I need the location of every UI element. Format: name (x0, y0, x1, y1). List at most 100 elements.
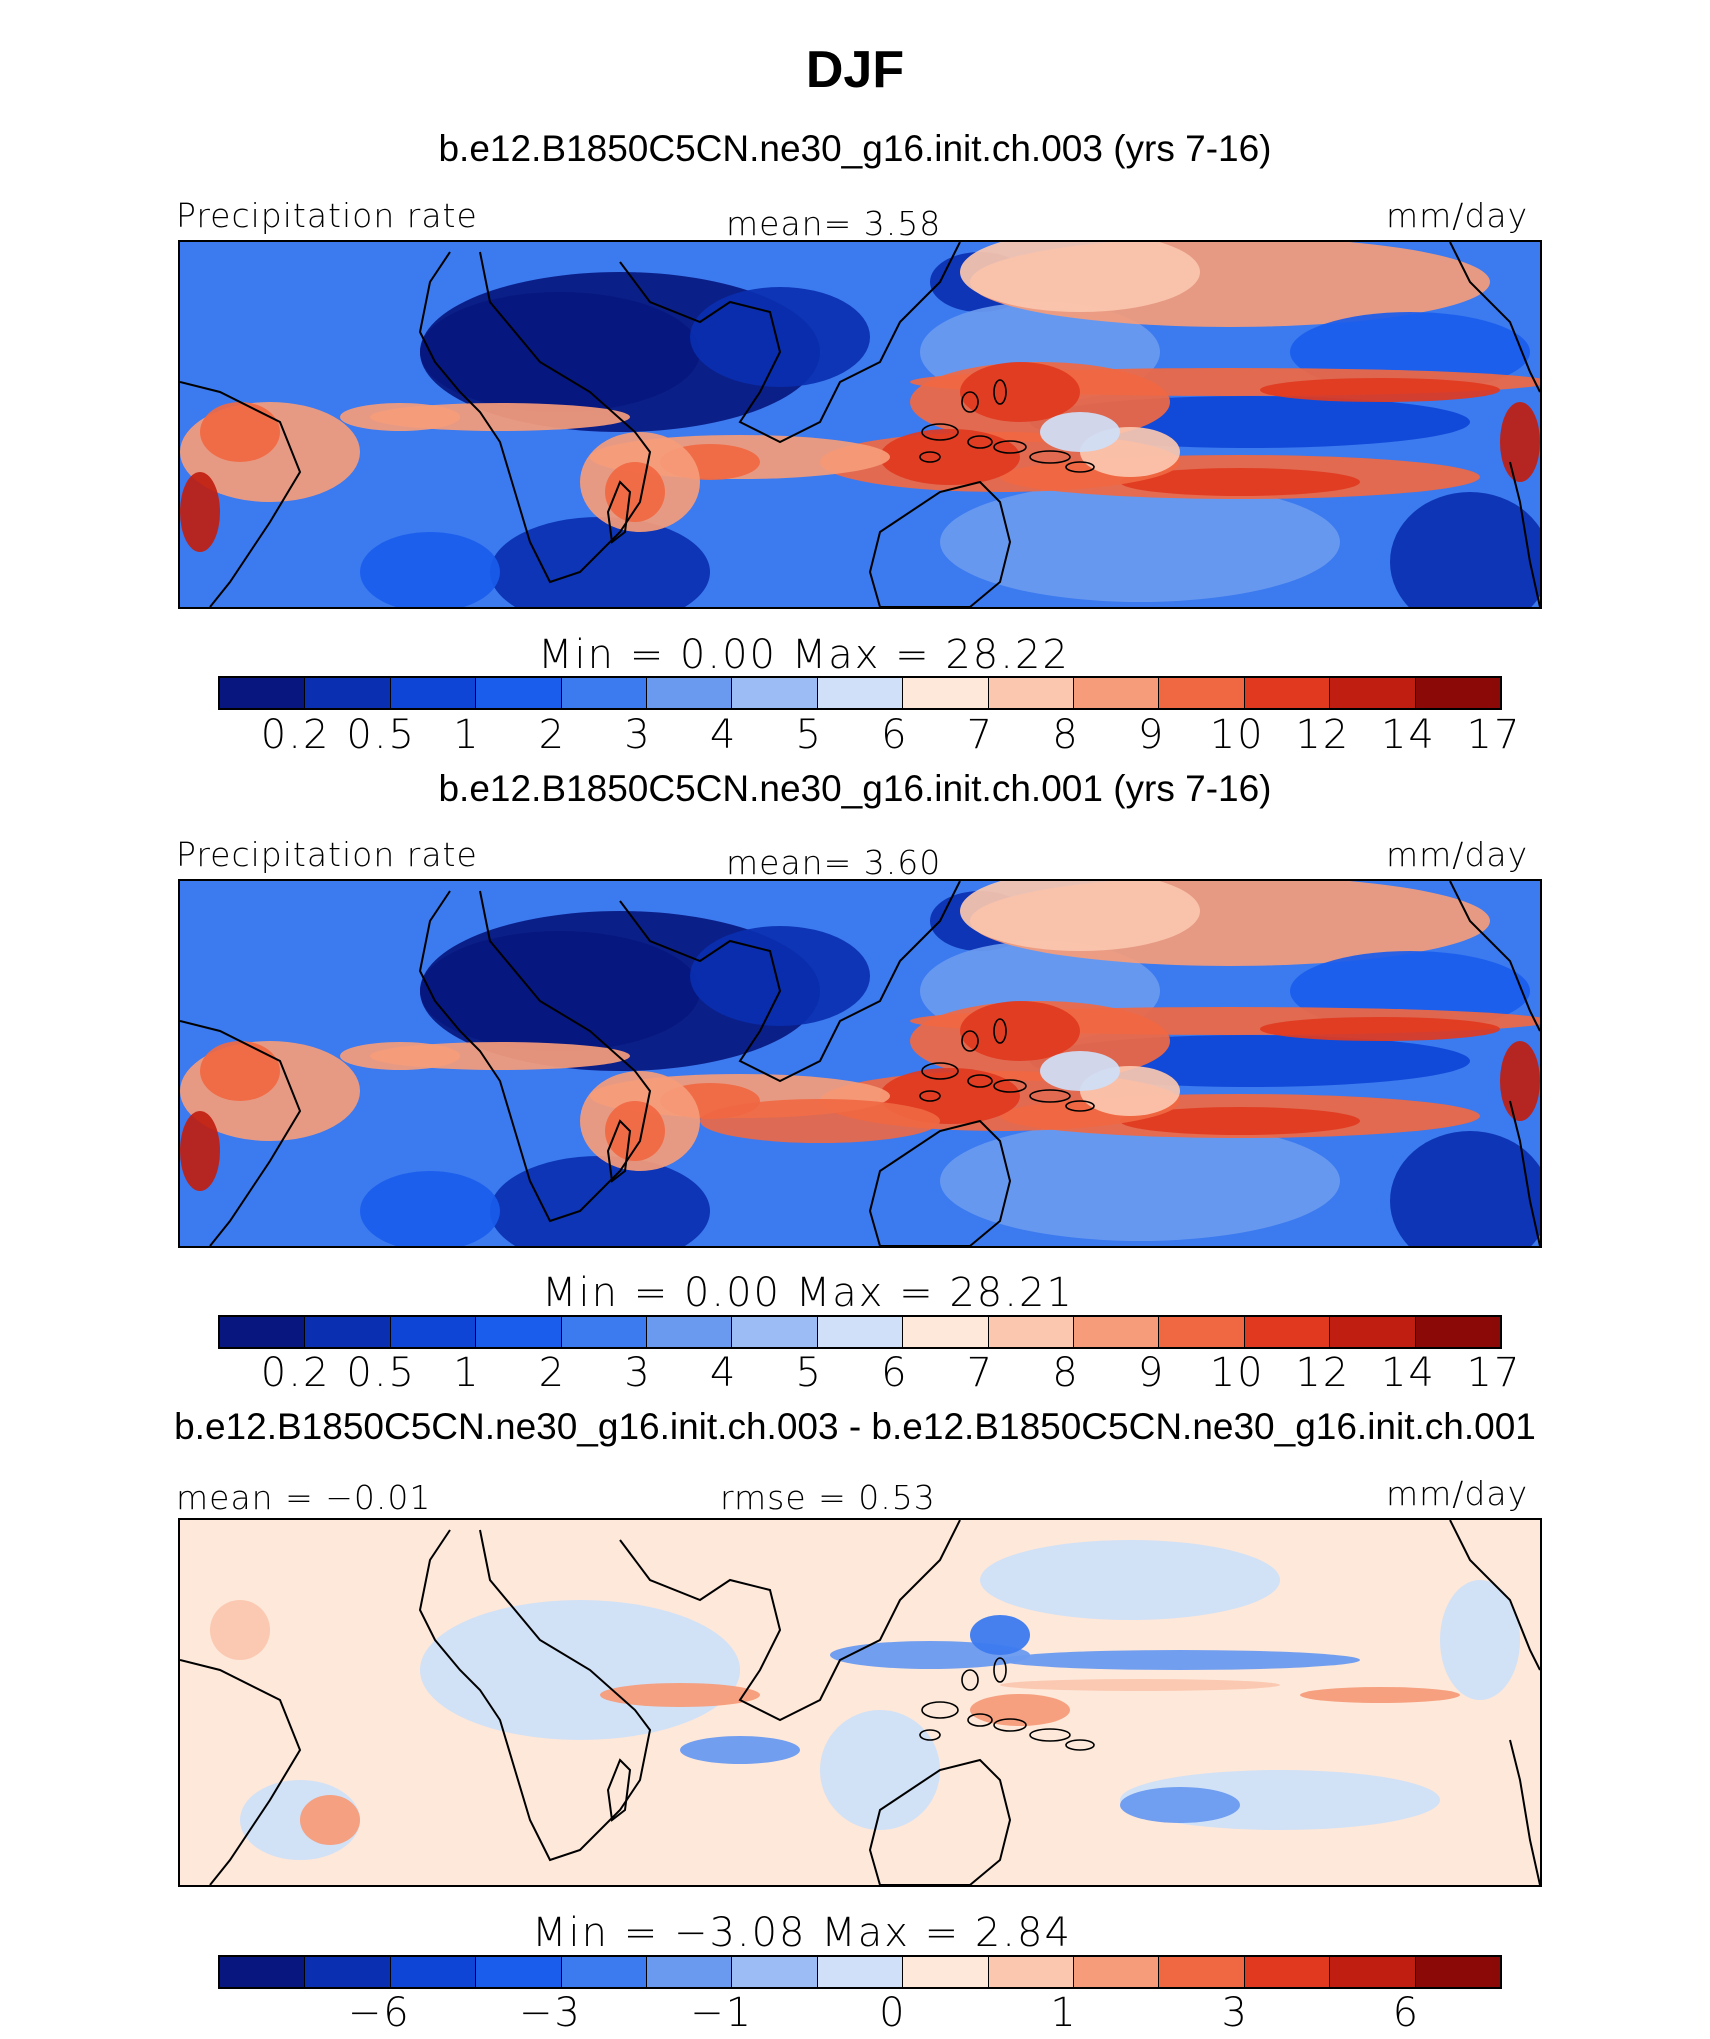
colorbar-box (476, 1317, 562, 1347)
colorbar-box (732, 678, 818, 708)
colorbar-tick-label: 1 (1050, 1990, 1078, 2036)
colorbar-box (732, 1317, 818, 1347)
panel1-units-label: mm/day (1386, 196, 1529, 235)
panel1-minmax: Min = 0.00 Max = 28.22 (538, 632, 1070, 678)
colorbar-tick-label: 6 (1392, 1990, 1421, 2036)
colorbar-tick-label: 3 (1221, 1990, 1249, 2036)
colorbar-box (988, 1957, 1075, 1987)
colorbar-tick-label: 7 (966, 1350, 995, 1396)
colorbar-tick-label: 0.2 (260, 1350, 331, 1396)
colorbar-tick-label: 9 (1137, 1350, 1166, 1396)
colorbar-tick-label: 9 (1137, 712, 1166, 758)
colorbar-box (903, 1317, 989, 1347)
colorbar-tick-label: 5 (795, 712, 823, 758)
panel1-map (178, 240, 1542, 609)
colorbar-tick-label: 12 (1295, 712, 1351, 758)
colorbar-tick-label: −6 (347, 1990, 411, 2036)
colorbar-tick-label: 3 (624, 712, 652, 758)
panel3-map (178, 1518, 1542, 1887)
colorbar-box (1159, 1317, 1245, 1347)
panel3-minmax: Min = −3.08 Max = 2.84 (532, 1910, 1072, 1956)
colorbar-tick-label: −1 (690, 1990, 754, 2036)
panel1-colorbar-ticks: 0.2 0.5 1 2 3 4 5 6 7 8 9 10 12 14 17 (218, 712, 1520, 758)
colorbar-tick-label: 14 (1380, 712, 1436, 758)
colorbar-tick-label: 4 (709, 712, 738, 758)
colorbar-box (1330, 1957, 1416, 1987)
colorbar-box (1415, 1317, 1501, 1347)
colorbar-box (732, 1957, 818, 1987)
panel3-mean-label: mean = −0.01 (176, 1478, 432, 1517)
panel1-map-svg (180, 242, 1540, 607)
colorbar-box (647, 1957, 733, 1987)
colorbar-box (1159, 678, 1245, 708)
colorbar-tick-label: 2 (538, 712, 567, 758)
colorbar-tick-label: 10 (1209, 1350, 1265, 1396)
colorbar-tick-label: 8 (1052, 1350, 1080, 1396)
colorbar-box (561, 678, 648, 708)
colorbar-tick-label: 5 (795, 1350, 823, 1396)
colorbar-tick-label: −3 (518, 1990, 582, 2036)
colorbar-box (817, 1957, 904, 1987)
colorbar-tick-label: 10 (1209, 712, 1265, 758)
panel2-mean-label: mean= 3.60 (726, 843, 942, 882)
panel1-variable-label: Precipitation rate (176, 196, 478, 235)
panel2-minmax: Min = 0.00 Max = 28.21 (542, 1270, 1074, 1316)
colorbar-box (988, 678, 1075, 708)
colorbar-box (903, 1957, 989, 1987)
colorbar-box (561, 1317, 648, 1347)
colorbar-box (1074, 1957, 1160, 1987)
panel2-map (178, 879, 1542, 1248)
colorbar-box (647, 1317, 733, 1347)
colorbar-box (817, 678, 904, 708)
panel2-variable-label: Precipitation rate (176, 835, 478, 874)
colorbar-box (561, 1957, 648, 1987)
colorbar-tick-label: 12 (1295, 1350, 1351, 1396)
panel3-title: b.e12.B1850C5CN.ne30_g16.init.ch.003 - b… (174, 1406, 1536, 1447)
colorbar-box (220, 1317, 306, 1347)
colorbar-tick-label: 17 (1466, 1350, 1522, 1396)
colorbar-box (988, 1317, 1075, 1347)
colorbar-tick-label: 0.2 (260, 712, 331, 758)
colorbar-tick-label: 8 (1052, 712, 1080, 758)
colorbar-tick-label: 17 (1466, 712, 1522, 758)
panel2-map-svg (180, 881, 1540, 1246)
panel3-colorbar-ticks: −6 −3 −1 0 1 3 6 (218, 1990, 1502, 2036)
colorbar-box (817, 1317, 904, 1347)
colorbar-box (1244, 678, 1331, 708)
panel2-colorbar-ticks: 0.2 0.5 1 2 3 4 5 6 7 8 9 10 12 14 17 (218, 1350, 1520, 1396)
colorbar-box (390, 1957, 477, 1987)
colorbar-box (476, 1957, 562, 1987)
colorbar-tick-label: 4 (709, 1350, 738, 1396)
colorbar-box (903, 678, 989, 708)
colorbar-tick-label: 0.5 (346, 1350, 416, 1396)
colorbar-box (1415, 1957, 1501, 1987)
panel3-map-svg (180, 1520, 1540, 1885)
colorbar-box (220, 678, 306, 708)
colorbar-tick-label: 14 (1380, 1350, 1436, 1396)
panel1-title: b.e12.B1850C5CN.ne30_g16.init.ch.003 (yr… (438, 128, 1272, 169)
panel3-units-label: mm/day (1386, 1474, 1529, 1513)
panel1-colorbar (218, 676, 1502, 710)
colorbar-box (647, 678, 733, 708)
colorbar-box (1330, 678, 1416, 708)
colorbar-tick-label: 6 (881, 712, 909, 758)
colorbar-tick-label: 2 (538, 1350, 567, 1396)
colorbar-box (1074, 1317, 1160, 1347)
panel3-rmse-label: rmse = 0.53 (720, 1478, 936, 1517)
colorbar-box (220, 1957, 306, 1987)
colorbar-box (1074, 678, 1160, 708)
colorbar-box (1415, 678, 1501, 708)
page-title: DJF (805, 41, 905, 99)
colorbar-box (1244, 1957, 1331, 1987)
colorbar-tick-label: 6 (881, 1350, 909, 1396)
colorbar-box (305, 1317, 391, 1347)
colorbar-box (390, 678, 477, 708)
panel3-colorbar (218, 1955, 1502, 1989)
colorbar-box (305, 1957, 391, 1987)
panel2-title: b.e12.B1850C5CN.ne30_g16.init.ch.001 (yr… (438, 768, 1272, 809)
colorbar-box (390, 1317, 477, 1347)
colorbar-box (476, 678, 562, 708)
colorbar-box (1330, 1317, 1416, 1347)
colorbar-tick-label: 1 (453, 1350, 481, 1396)
colorbar-tick-label: 3 (624, 1350, 652, 1396)
